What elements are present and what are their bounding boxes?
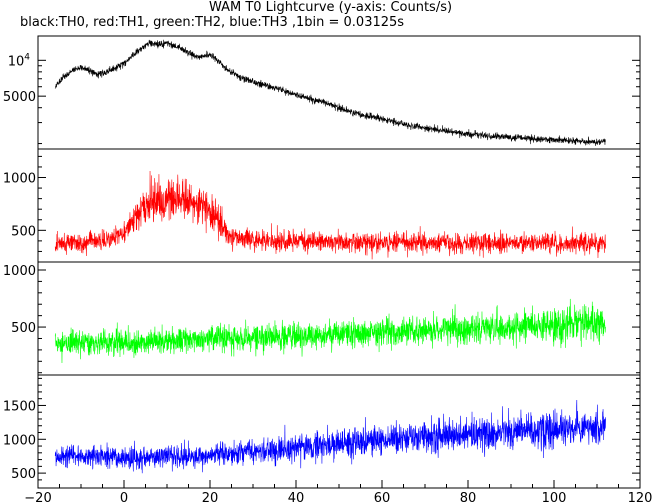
panel-th1: 1000 500	[3, 148, 641, 263]
y-tick-label: 5000	[3, 90, 36, 105]
panel-frame	[37, 261, 641, 376]
chart-title: WAM T0 Lightcurve (y-axis: Counts/s)	[208, 0, 453, 15]
y-tick-label: 1500	[3, 399, 36, 414]
chart-subtitle: black:TH0, red:TH1, green:TH2, blue:TH3 …	[20, 15, 405, 30]
x-tick-label: 120	[628, 491, 653, 504]
y-tick-label: 500	[11, 321, 36, 336]
x-tick-label: 100	[542, 491, 567, 504]
x-tick-label: 40	[288, 491, 305, 504]
x-axis: −20 0 20 40 60 80 100 120	[24, 484, 652, 504]
x-tick-label: 60	[374, 491, 391, 504]
panel-th0: 104 5000	[3, 35, 641, 150]
series-line-th2	[54, 298, 606, 364]
x-tick-label: 20	[202, 491, 219, 504]
y-tick-label: 500	[11, 467, 36, 482]
x-tick-label: 0	[120, 491, 128, 504]
panel-th2: 1000 500	[3, 261, 641, 376]
y-tick-label: 1000	[3, 264, 36, 279]
y-tick-label: 104	[8, 52, 31, 69]
y-tick-label: 1000	[3, 433, 36, 448]
y-tick-label: 1000	[3, 172, 36, 187]
panel-frame	[37, 35, 641, 150]
x-tick-label: −20	[24, 491, 51, 504]
panel-th3: 1500 1000 500	[3, 374, 641, 489]
series-line-th0	[54, 39, 606, 146]
x-tick-label: 80	[460, 491, 477, 504]
panels-layer: 104 5000 1000 500 1000 500 1500 1000 500	[3, 35, 641, 489]
y-tick-label: 500	[11, 224, 36, 239]
series-line-th3	[54, 399, 606, 474]
series-line-th1	[54, 171, 606, 260]
